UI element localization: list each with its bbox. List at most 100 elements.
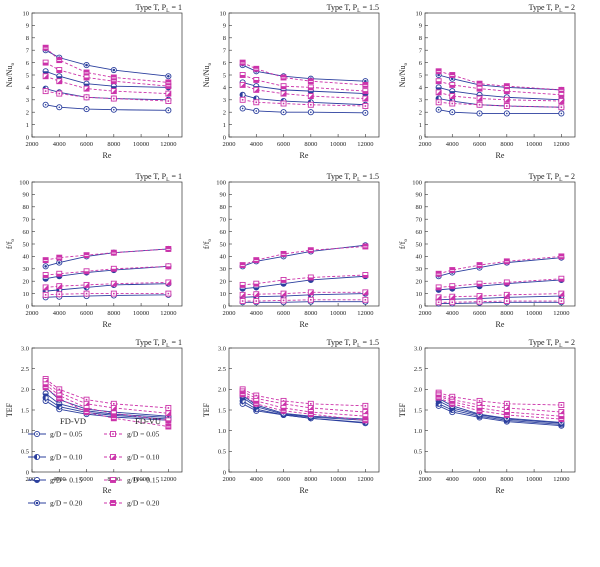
legend-title-fd-vd: FD-VD bbox=[60, 416, 86, 426]
data-point bbox=[42, 68, 49, 75]
data-point bbox=[503, 412, 510, 418]
series-line bbox=[242, 393, 366, 421]
panel-title-value: = 1.5 bbox=[360, 338, 379, 347]
series-fdvd-0.1 bbox=[239, 91, 369, 108]
data-point bbox=[56, 78, 63, 85]
y-tick-label: 4 bbox=[26, 85, 30, 92]
data-point bbox=[307, 411, 314, 418]
y-tick-label: 40 bbox=[220, 254, 227, 261]
data-point bbox=[83, 409, 90, 416]
data-point bbox=[83, 80, 90, 87]
y-axis-label: TEF bbox=[398, 402, 407, 417]
data-point bbox=[253, 257, 260, 264]
data-point bbox=[42, 291, 49, 298]
data-point bbox=[110, 74, 117, 81]
panel-title-value: = 2 bbox=[562, 338, 575, 347]
plot-frame bbox=[424, 181, 576, 307]
data-point bbox=[110, 404, 117, 411]
data-point bbox=[280, 250, 287, 257]
panel-title: Type T, PL = 1 bbox=[136, 3, 182, 14]
data-point bbox=[83, 85, 90, 92]
data-point bbox=[558, 275, 565, 282]
panel-title-value: = 2 bbox=[562, 3, 575, 12]
data-point bbox=[239, 59, 246, 66]
legend-entry-fdvu-0: g/D = 0.05 bbox=[104, 430, 160, 439]
chart-panel-a1: Type T, PL = 1 2000 4000 6000 8000 10000 12000… bbox=[5, 3, 183, 160]
y-tick-label: 40 bbox=[416, 254, 423, 261]
y-tick-label: 30 bbox=[416, 266, 423, 273]
y-tick-label: 30 bbox=[23, 266, 30, 273]
x-axis-label: Re bbox=[103, 151, 112, 160]
chart-panel-c1: Type T, PL = 120004000600080001000012000… bbox=[5, 338, 183, 495]
series-fdvu-0.05 bbox=[239, 96, 369, 109]
data-point bbox=[435, 284, 442, 291]
data-point bbox=[110, 415, 117, 422]
y-tick-label: 1.0 bbox=[218, 428, 226, 435]
data-point bbox=[435, 299, 442, 306]
x-tick-label: 8000 bbox=[107, 310, 120, 317]
data-point bbox=[239, 81, 246, 88]
series-fdvd-0.1 bbox=[435, 95, 565, 111]
data-point bbox=[435, 99, 442, 106]
x-tick-label: 4000 bbox=[250, 476, 263, 483]
data-point bbox=[503, 258, 510, 265]
data-point bbox=[449, 109, 456, 116]
x-tick-label: 8000 bbox=[107, 141, 120, 148]
series-fdvu-0.15 bbox=[42, 59, 172, 90]
data-point bbox=[110, 95, 117, 102]
y-tick-label: 6 bbox=[223, 60, 227, 67]
legend-label: g/D = 0.15 bbox=[50, 476, 83, 485]
data-point bbox=[280, 297, 287, 304]
data-point bbox=[56, 259, 63, 266]
y-tick-label: 5 bbox=[419, 72, 422, 79]
series-line bbox=[45, 281, 169, 288]
series-line bbox=[438, 301, 562, 304]
data-point bbox=[307, 78, 314, 85]
x-tick-label: 8000 bbox=[500, 310, 513, 317]
x-tick-label: 12000 bbox=[357, 476, 373, 483]
data-point bbox=[56, 104, 63, 111]
series-line bbox=[438, 74, 562, 91]
panel-title-sub: L bbox=[166, 343, 170, 349]
y-tick-label: 20 bbox=[220, 279, 227, 286]
y-axis-label-sub: o bbox=[403, 62, 409, 65]
x-tick-label: 4000 bbox=[250, 141, 263, 148]
y-tick-label: 50 bbox=[416, 241, 423, 248]
x-tick-label: 10000 bbox=[133, 141, 149, 148]
y-tick-label: 2.0 bbox=[414, 387, 422, 394]
plot-frame bbox=[228, 347, 380, 473]
panel-title-value: = 1 bbox=[169, 3, 182, 12]
series-line bbox=[45, 378, 169, 409]
data-point bbox=[110, 88, 117, 95]
series-line bbox=[438, 397, 562, 420]
y-tick-label: 8 bbox=[26, 35, 29, 42]
series-fdvu-0.05 bbox=[42, 88, 172, 104]
series-fdvu-0.1 bbox=[435, 89, 565, 104]
chart-panel-b3: Type T, PL = 2 2000 4000 6000 8000 10000 12000… bbox=[398, 172, 576, 329]
y-axis-label-sub: o bbox=[207, 239, 213, 242]
x-tick-label: 4000 bbox=[53, 476, 66, 483]
data-point bbox=[42, 101, 49, 108]
series-fdvu-0.15 bbox=[239, 72, 369, 95]
legend-entry-fdvd-0: g/D = 0.05 bbox=[28, 430, 83, 439]
series-line bbox=[45, 62, 169, 87]
x-tick-label: 10000 bbox=[330, 476, 346, 483]
y-axis-label-sub: o bbox=[403, 239, 409, 242]
y-tick-label: 10 bbox=[220, 10, 227, 17]
y-tick-label: 6 bbox=[26, 60, 30, 67]
series-line bbox=[438, 278, 562, 288]
series-line bbox=[242, 388, 366, 407]
series-fdvu-0.1 bbox=[239, 289, 369, 298]
x-tick-label: 10000 bbox=[330, 141, 346, 148]
data-point bbox=[362, 289, 369, 296]
y-tick-label: 60 bbox=[23, 229, 30, 236]
y-tick-label: 10 bbox=[416, 291, 423, 298]
data-point bbox=[165, 279, 172, 286]
legend-entry-fdvu-3: g/D = 0.20 bbox=[104, 499, 160, 508]
panel-title-sub: L bbox=[559, 8, 563, 14]
series-line bbox=[438, 279, 562, 291]
panel-title-main: Type T, P bbox=[529, 3, 560, 12]
series-line bbox=[242, 299, 366, 302]
data-point bbox=[307, 274, 314, 281]
